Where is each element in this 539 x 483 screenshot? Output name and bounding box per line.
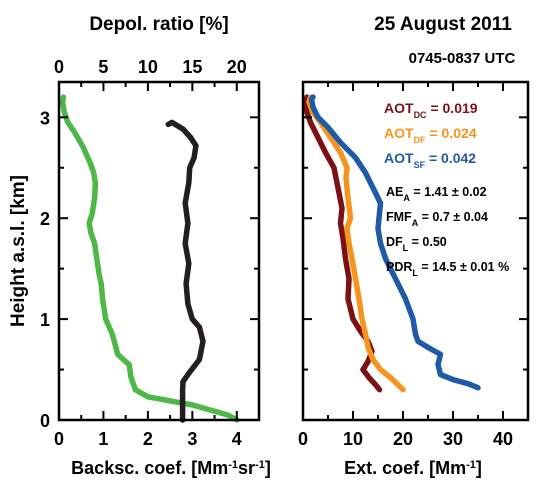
legend-entry-sf: AOTSF = 0.042: [384, 150, 476, 170]
bottom-axis-label-backscatter: Backsc. coef. [Mm-1sr-1]: [71, 458, 271, 478]
x-tick-label: 30: [443, 429, 463, 449]
backscatter-panel: Depol. ratio [%] 0 1 2 3 4 0 5 10 15 20 0 1 2 3 Heigh…: [8, 14, 271, 478]
x-tick-label: 3: [187, 429, 197, 449]
x-top-tick-label: 5: [98, 57, 108, 77]
x-tick-label: 0: [54, 429, 64, 449]
annotation-fmf: FMFA = 0.7 ± 0.04: [386, 210, 488, 228]
y-tick-label: 2: [40, 209, 50, 229]
right-axis-ticks: 0 10 20 30 40: [298, 82, 529, 449]
x-tick-label: 40: [493, 429, 513, 449]
chart-time-subtitle: 0745-0837 UTC: [409, 50, 516, 67]
top-axis-label: Depol. ratio [%]: [89, 14, 228, 35]
y-tick-label: 0: [40, 411, 50, 431]
x-top-tick-label: 10: [138, 57, 158, 77]
x-tick-label: 4: [232, 429, 242, 449]
legend-entry-df: AOTDF = 0.024: [384, 125, 477, 145]
x-tick-label: 10: [343, 429, 363, 449]
y-axis-label: Height a.s.l. [km]: [8, 175, 29, 327]
aot-sf-line: [308, 94, 481, 391]
x-top-tick-label: 0: [54, 57, 64, 77]
annotation-ae: AEA = 1.41 ± 0.02: [386, 185, 487, 203]
y-tick-label: 3: [40, 108, 50, 128]
x-tick-label: 1: [98, 429, 108, 449]
aot-df-line: [306, 94, 406, 393]
x-top-tick-label: 20: [227, 57, 247, 77]
left-axis-ticks: 0 1 2 3 4 0 5 10 15 20 0 1 2 3: [40, 57, 260, 449]
bottom-axis-label-extinction: Ext. coef. [Mm-1]: [344, 458, 482, 478]
parameter-annotations: AEA = 1.41 ± 0.02 FMFA = 0.7 ± 0.04 DFL = …: [386, 185, 509, 278]
left-plot-frame: [57, 80, 261, 422]
legend-entry-dc: AOTDC = 0.019: [384, 100, 478, 120]
depol-ratio-line: [165, 119, 206, 423]
left-series-group: [59, 94, 240, 423]
aot-legend: AOTDC = 0.019 AOTDF = 0.024 AOTSF = 0.042: [384, 100, 478, 170]
x-tick-label: 0: [298, 429, 308, 449]
chart-date-title: 25 August 2011: [374, 14, 512, 35]
annotation-pdr: PDRL = 14.5 ± 0.01 %: [386, 260, 509, 278]
x-tick-label: 20: [393, 429, 413, 449]
x-top-tick-label: 15: [182, 57, 202, 77]
aot-dc-line: [302, 94, 383, 393]
annotation-df: DFL = 0.50: [386, 235, 447, 253]
backscatter-line: [59, 94, 240, 423]
y-tick-label: 1: [40, 310, 50, 330]
extinction-panel: 0 10 20 30 40 AOTDC = 0.019 AOTDF = 0.024 AOTS…: [298, 80, 530, 478]
x-tick-label: 2: [143, 429, 153, 449]
right-series-group: [302, 94, 481, 393]
right-plot-frame: [301, 80, 530, 422]
